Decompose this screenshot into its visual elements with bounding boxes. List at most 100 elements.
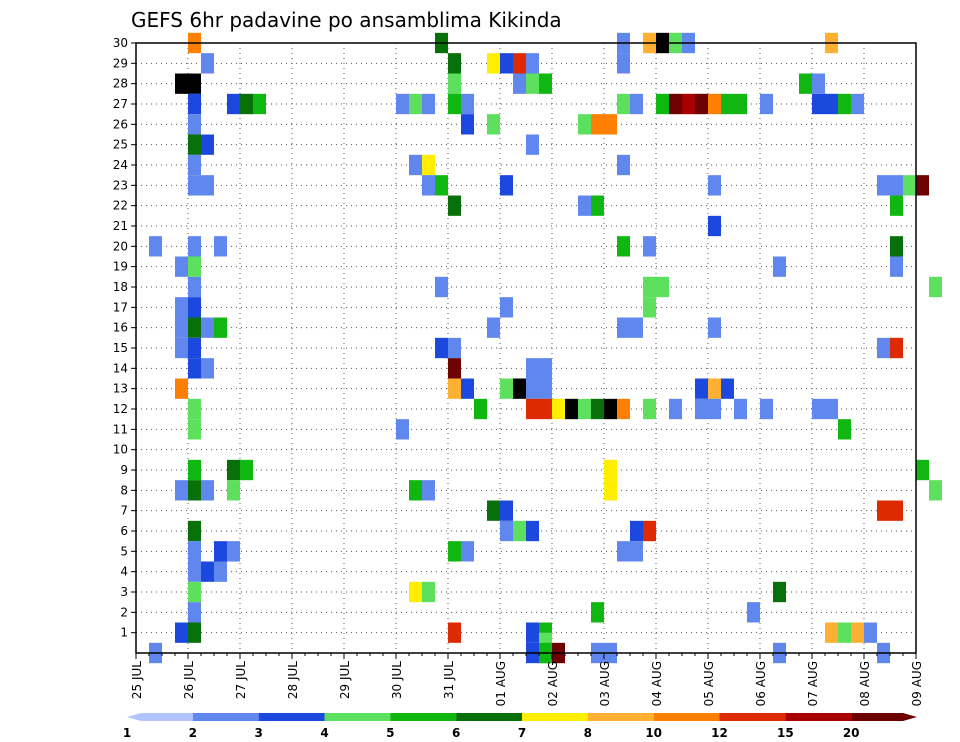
precip-cell <box>682 93 695 115</box>
precip-cell <box>747 602 760 623</box>
precip-cell <box>591 114 604 135</box>
precip-cell <box>422 480 435 501</box>
colorbar-swatch <box>785 713 852 721</box>
precip-cell <box>409 581 422 603</box>
y-tick-label: 10 <box>113 443 128 457</box>
precip-cell <box>435 276 448 298</box>
precip-cell <box>435 175 448 196</box>
precip-cell <box>188 459 201 481</box>
precip-cell <box>214 236 227 257</box>
precip-cell <box>201 480 214 501</box>
colorbar-swatch <box>390 713 457 721</box>
precip-cell <box>838 93 851 115</box>
precip-cell <box>500 520 513 542</box>
precip-cell <box>396 419 409 440</box>
precip-cell <box>526 358 539 379</box>
precip-cell <box>929 480 942 501</box>
colorbar-swatch <box>192 713 259 721</box>
precip-cell <box>604 459 617 481</box>
precip-cell <box>422 581 435 603</box>
colorbar-label: 15 <box>777 726 794 740</box>
precip-cell <box>448 541 461 562</box>
precip-cell <box>188 622 201 643</box>
precip-cell <box>864 622 877 643</box>
precip-cell <box>526 73 539 94</box>
precip-cell <box>643 398 656 420</box>
precip-cell <box>812 73 825 94</box>
precip-cell <box>539 73 552 94</box>
precip-cell <box>617 398 630 420</box>
precip-cell <box>695 378 708 399</box>
precip-cell <box>799 73 812 94</box>
precip-cell <box>526 398 539 420</box>
precip-cell <box>916 459 929 481</box>
precip-cell <box>591 398 604 420</box>
precip-cell <box>513 73 526 94</box>
x-tick-label: 08 AUG <box>858 661 872 706</box>
colorbar-label: 10 <box>645 726 662 740</box>
precip-cell <box>188 581 201 603</box>
precip-cell <box>708 317 721 338</box>
precip-cell <box>240 93 253 115</box>
precip-cell <box>448 195 461 216</box>
x-tick-label: 26 JUL <box>182 661 196 699</box>
y-tick-label: 25 <box>113 138 128 152</box>
precip-cell <box>695 398 708 420</box>
precip-cell <box>188 602 201 623</box>
colorbar-label: 5 <box>386 726 394 740</box>
precip-cell <box>500 378 513 399</box>
precip-cell <box>877 500 890 521</box>
precip-cell <box>656 93 669 115</box>
precip-cell <box>201 134 214 155</box>
y-tick-label: 1 <box>120 626 128 640</box>
precip-cell <box>188 337 201 359</box>
precip-cell <box>188 73 201 94</box>
precip-cell <box>461 541 474 562</box>
precip-cell <box>487 53 500 74</box>
precip-cell <box>539 398 552 420</box>
precip-cell <box>409 480 422 501</box>
precip-cell <box>188 175 201 196</box>
precip-cell <box>630 520 643 542</box>
precip-cell <box>617 154 630 176</box>
y-tick-label: 22 <box>113 199 128 213</box>
colorbar-swatch <box>127 713 193 721</box>
precip-cell <box>825 398 838 420</box>
x-tick-label: 04 AUG <box>650 661 664 706</box>
colorbar-swatch <box>587 713 654 721</box>
precip-cell <box>890 500 903 521</box>
colorbar: 1 2 3 4 5 6 7 8 10 12 15 20 <box>123 713 917 740</box>
colorbar-swatch <box>851 713 917 721</box>
precip-cell <box>591 602 604 623</box>
y-tick-label: 8 <box>120 483 128 497</box>
precip-cell <box>604 398 617 420</box>
precip-cell <box>500 175 513 196</box>
precip-cell <box>513 53 526 74</box>
precip-cell <box>565 398 578 420</box>
y-tick-label: 18 <box>113 280 128 294</box>
y-tick-label: 19 <box>113 260 128 274</box>
y-tick-label: 16 <box>113 321 128 335</box>
precip-cell <box>578 195 591 216</box>
colorbar-swatch <box>258 713 325 721</box>
precip-cell <box>552 398 565 420</box>
precip-cell <box>838 419 851 440</box>
precip-cell <box>877 337 890 359</box>
precip-cell <box>526 622 539 643</box>
colorbar-swatch <box>653 713 720 721</box>
precip-cell <box>253 93 266 115</box>
precip-cell <box>929 276 942 298</box>
precip-cell <box>448 337 461 359</box>
precip-cell <box>201 53 214 74</box>
precip-cell <box>188 154 201 176</box>
colorbar-label: 3 <box>254 726 262 740</box>
precip-cell <box>422 154 435 176</box>
precip-cell <box>435 337 448 359</box>
x-tick-label: 27 JUL <box>234 661 248 699</box>
precip-cell <box>487 114 500 135</box>
precip-cell <box>604 480 617 501</box>
y-tick-label: 14 <box>113 361 128 375</box>
colorbar-label: 8 <box>584 726 592 740</box>
precip-cell <box>643 276 656 298</box>
